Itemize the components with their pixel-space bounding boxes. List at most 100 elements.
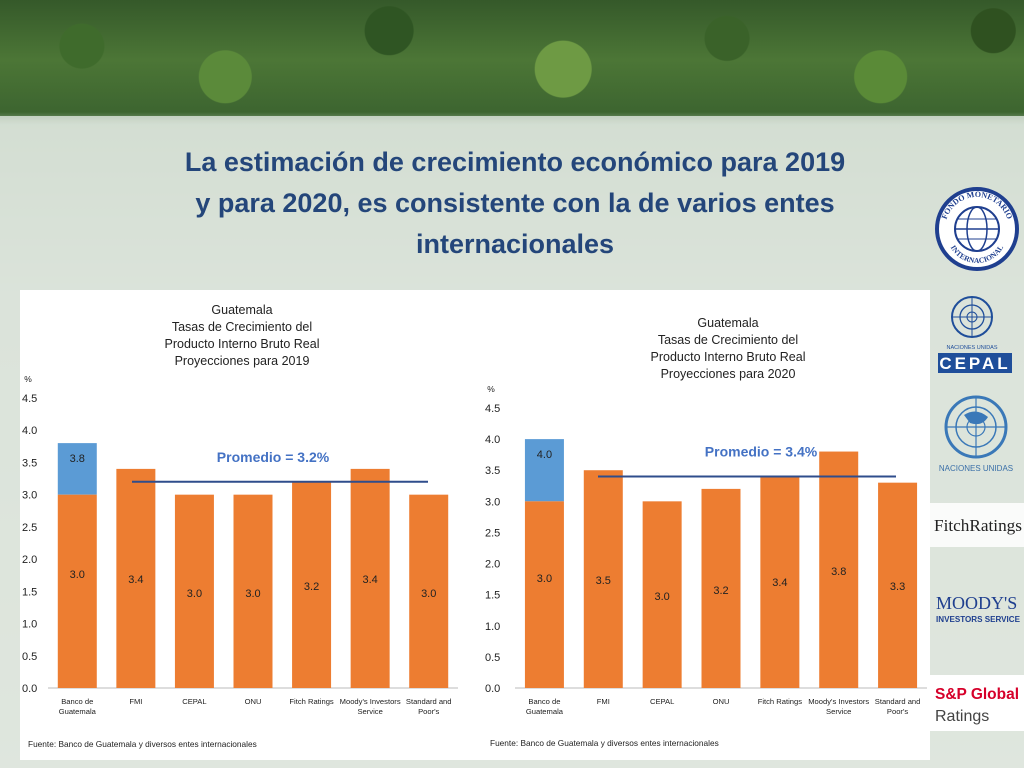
slide-title-line-3: internacionales bbox=[415, 229, 615, 259]
un-logo: NACIONES UNIDAS bbox=[939, 395, 1013, 473]
chart-title-line: Producto Interno Bruto Real bbox=[165, 337, 320, 351]
y-tick-label: 1.5 bbox=[22, 586, 37, 598]
bar bbox=[174, 494, 214, 688]
y-axis-unit: % bbox=[24, 374, 32, 384]
category-label: CEPAL bbox=[182, 697, 206, 706]
bar-value-label: 3.0 bbox=[70, 569, 85, 581]
bar bbox=[583, 470, 623, 688]
bar bbox=[57, 494, 97, 688]
source-note: Fuente: Banco de Guatemala y diversos en… bbox=[490, 738, 719, 748]
chart-title-line: Proyecciones para 2019 bbox=[175, 354, 310, 368]
category-label: Guatemala bbox=[526, 707, 564, 716]
slide-title-line-2: y para 2020, es consistente con la de va… bbox=[195, 188, 835, 218]
bar-value-label: 3.0 bbox=[245, 588, 260, 600]
bar bbox=[642, 501, 682, 688]
category-label: FMI bbox=[597, 697, 610, 706]
moodys-sublabel: INVESTORS SERVICE bbox=[936, 615, 1021, 624]
category-label: Banco de bbox=[61, 697, 93, 706]
category-label: Moody's Investors bbox=[340, 697, 401, 706]
chart-title-line: Guatemala bbox=[211, 303, 272, 317]
slide-title-line-1: La estimación de crecimiento económico p… bbox=[184, 147, 846, 177]
y-tick-label: 2.5 bbox=[22, 522, 37, 534]
un-emblem-icon bbox=[951, 296, 993, 338]
average-label: Promedio = 3.2% bbox=[217, 449, 330, 465]
bar-value-label: 3.8 bbox=[831, 566, 846, 578]
chart-2020: Guatemala Tasas de Crecimiento del Product… bbox=[485, 316, 927, 748]
bar-upper-range bbox=[57, 443, 97, 495]
fitch-label: FitchRatings bbox=[934, 516, 1022, 535]
imf-seal-icon: FONDO MONETARIO INTERNACIONAL bbox=[935, 187, 1019, 271]
category-label: Service bbox=[357, 707, 382, 716]
bar bbox=[878, 482, 918, 688]
cepal-sublabel: NACIONES UNIDAS bbox=[946, 345, 997, 351]
y-tick-label: 2.5 bbox=[485, 527, 500, 539]
un-emblem-icon bbox=[944, 395, 1008, 459]
y-tick-label: 3.5 bbox=[22, 457, 37, 469]
bar-upper-range bbox=[524, 439, 564, 502]
category-label: Moody's Investors bbox=[808, 697, 869, 706]
moodys-logo: MOODY'S INVESTORS SERVICE bbox=[936, 593, 1021, 624]
bar bbox=[292, 481, 332, 688]
un-label: NACIONES UNIDAS bbox=[939, 464, 1013, 473]
bar-value-label: 3.0 bbox=[654, 591, 669, 603]
bar bbox=[819, 451, 859, 688]
category-label: FMI bbox=[129, 697, 142, 706]
sp-label: S&P Global bbox=[935, 686, 1019, 703]
chart-panel: Guatemala Tasas de Crecimiento del Product… bbox=[20, 290, 930, 760]
y-tick-label: 4.5 bbox=[485, 403, 500, 415]
bar-value-label: 3.4 bbox=[362, 574, 377, 586]
chart-title-line: Proyecciones para 2020 bbox=[661, 367, 796, 381]
chart-2019: Guatemala Tasas de Crecimiento del Product… bbox=[22, 303, 458, 749]
bar-value-label: 3.0 bbox=[187, 588, 202, 600]
slide-title: La estimación de crecimiento económico p… bbox=[100, 142, 930, 265]
sp-sublabel: Ratings bbox=[935, 708, 989, 725]
y-tick-label: 0.5 bbox=[22, 651, 37, 663]
bar-upper-label: 3.8 bbox=[70, 453, 85, 465]
y-tick-label: 2.0 bbox=[485, 559, 500, 571]
bar-value-label: 3.4 bbox=[772, 577, 787, 589]
chart-title-line: Tasas de Crecimiento del bbox=[172, 320, 312, 334]
category-label: Standard and bbox=[875, 697, 921, 706]
bar-value-label: 3.5 bbox=[596, 575, 611, 587]
source-note: Fuente: Banco de Guatemala y diversos en… bbox=[28, 739, 257, 749]
bar bbox=[524, 501, 564, 688]
category-label: Standard and bbox=[406, 697, 452, 706]
average-label: Promedio = 3.4% bbox=[705, 443, 818, 459]
organization-logos: FONDO MONETARIO INTERNACIONAL NACIONES U… bbox=[930, 185, 1024, 745]
y-tick-label: 3.5 bbox=[485, 465, 500, 477]
y-tick-label: 1.0 bbox=[485, 621, 500, 633]
fitch-logo: FitchRatings bbox=[930, 503, 1024, 547]
category-label: Guatemala bbox=[59, 707, 97, 716]
moodys-label: MOODY'S bbox=[936, 593, 1017, 613]
category-label: ONU bbox=[713, 697, 730, 706]
bar-value-label: 3.4 bbox=[128, 574, 143, 586]
y-tick-label: 3.0 bbox=[22, 490, 37, 502]
chart-title-line: Producto Interno Bruto Real bbox=[651, 350, 806, 364]
bar bbox=[409, 494, 449, 688]
category-label: Banco de bbox=[528, 697, 560, 706]
cepal-label: CEPAL bbox=[939, 354, 1010, 373]
cepal-logo: NACIONES UNIDAS CEPAL bbox=[938, 296, 1012, 373]
bar-upper-label: 4.0 bbox=[537, 449, 552, 461]
bar bbox=[701, 488, 741, 688]
category-label: Service bbox=[826, 707, 851, 716]
category-label: Fitch Ratings bbox=[289, 697, 334, 706]
y-axis-unit: % bbox=[487, 384, 495, 394]
bar-value-label: 3.0 bbox=[537, 573, 552, 585]
y-tick-label: 1.5 bbox=[485, 590, 500, 602]
category-label: Poor's bbox=[418, 707, 439, 716]
bar bbox=[233, 494, 273, 688]
y-tick-label: 4.0 bbox=[485, 434, 500, 446]
bar bbox=[760, 476, 800, 688]
bar bbox=[350, 468, 390, 688]
category-label: Poor's bbox=[887, 707, 908, 716]
category-label: ONU bbox=[245, 697, 262, 706]
y-tick-label: 3.0 bbox=[485, 496, 500, 508]
y-tick-label: 4.0 bbox=[22, 425, 37, 437]
bar bbox=[116, 468, 156, 688]
bar-value-label: 3.0 bbox=[421, 588, 436, 600]
y-tick-label: 0.5 bbox=[485, 652, 500, 664]
y-tick-label: 4.5 bbox=[22, 393, 37, 405]
chart-title-line: Tasas de Crecimiento del bbox=[658, 333, 798, 347]
category-label: Fitch Ratings bbox=[758, 697, 803, 706]
